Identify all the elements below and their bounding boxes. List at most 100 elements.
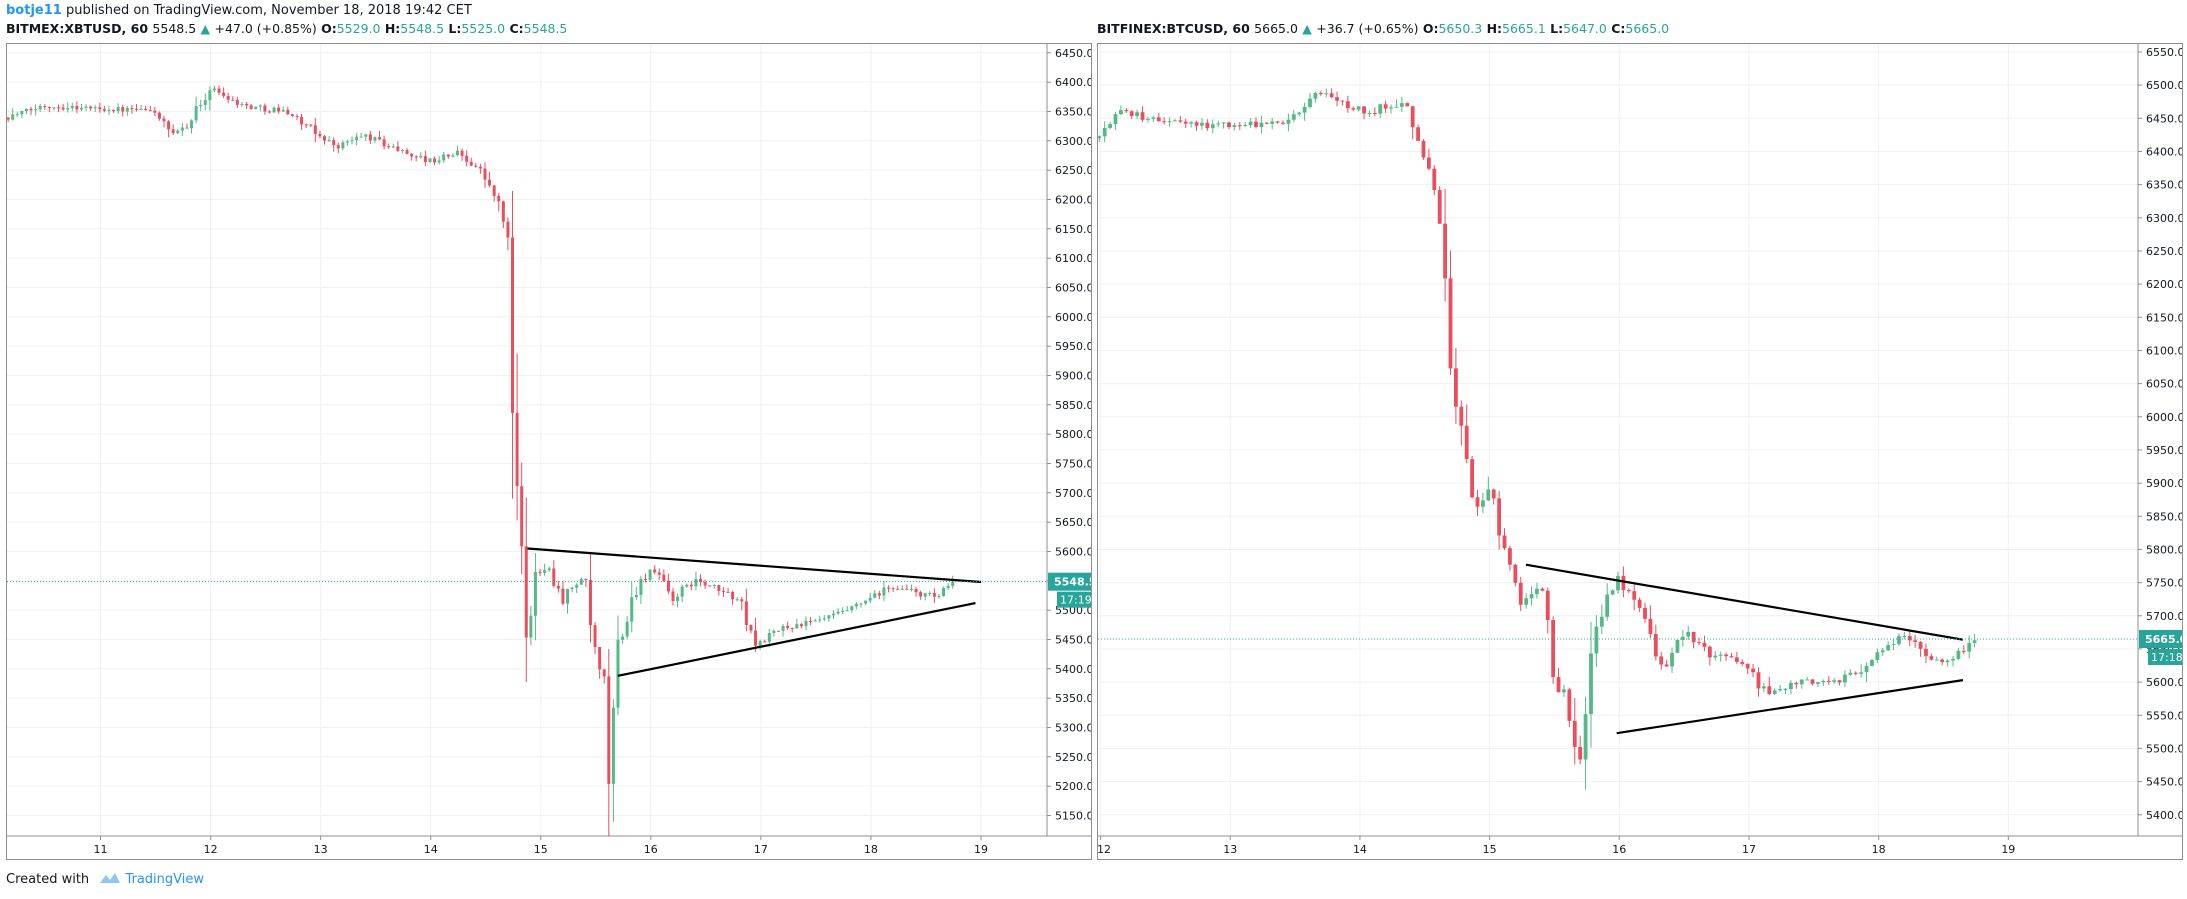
candle-body [1340,100,1345,102]
candle-body [1632,591,1637,600]
candle-body [639,578,643,595]
candle-body [919,592,923,597]
y-tick-label: 6000.0 [2146,411,2182,424]
candle-body [1416,127,1420,141]
author-link[interactable]: botje11 [6,3,62,18]
candle-body [1670,652,1674,667]
candle-body [1135,112,1140,117]
x-tick-label: 15 [1483,843,1497,856]
candle-body [1610,590,1615,595]
candle-body [1724,654,1728,657]
candle-body [1843,674,1847,683]
low-value: 5647.0 [1563,21,1607,36]
tradingview-logo-icon [93,872,125,887]
candle-body [107,109,111,111]
candle-body [653,569,657,573]
y-tick-label: 5900.0 [2146,477,2182,490]
chart-panel-right[interactable]: 5400.05450.05500.05550.05600.05650.05700… [1097,43,2183,860]
symbol-label[interactable]: BITMEX:XBTUSD [6,21,122,36]
trendline[interactable] [527,547,982,584]
y-tick-label: 6050.0 [1055,281,1091,294]
price-axis[interactable]: 5400.05450.05500.05550.05600.05650.05700… [2138,46,2182,822]
y-tick-label: 6200.0 [1055,193,1091,206]
candle-body [1232,125,1237,128]
candle-body [245,103,249,106]
candle-body [1194,122,1199,126]
candle-body [900,588,904,590]
candle-body [373,137,377,141]
candle-body [763,641,767,643]
candle-body [1189,122,1194,124]
candle-body [208,90,212,101]
x-tick-label: 14 [424,843,438,856]
chart-panel-left[interactable]: 5150.0 5200.0 5250.0 5300.0 5350.0 5400.0 5450… [6,43,1092,860]
y-tick-label: 5950.0 [1055,340,1091,353]
candle-body [1707,646,1712,658]
last-price-label: 5665.0 [2145,633,2182,646]
candle-body [1173,120,1177,122]
candle-body [1545,590,1550,621]
candle-body [1470,459,1475,498]
candle-body [478,166,482,169]
candle-body [235,100,239,105]
trendline[interactable] [617,602,976,677]
candle-body [1556,677,1561,693]
candle-body [318,133,322,137]
symbol-label[interactable]: BITFINEX:BTCUSD [1097,21,1224,36]
y-tick-label: 6150.0 [2146,311,2182,324]
candle-body [1254,121,1258,127]
candle-body [1594,626,1599,654]
candle-body [671,591,675,601]
candle-body [1805,679,1810,681]
candle-body [382,139,386,147]
chart-svg-right[interactable]: 5400.05450.05500.05550.05600.05650.05700… [1098,44,2182,859]
candle-body [102,109,106,111]
candle-body [1497,498,1502,536]
candle-body [157,112,161,119]
candle-body [699,578,703,583]
time-axis[interactable]: 11 12 13 14 15 16 17 18 19 [94,836,988,856]
candle-body [387,146,391,148]
candle-body [818,619,822,621]
candle-body [1951,658,1955,661]
candle-body [891,588,895,590]
countdown-tag [2148,648,2182,665]
publish-header: botje11 published on TradingView.com, No… [6,3,472,19]
candle-body [1329,93,1334,98]
candle-body [1335,97,1339,101]
candle-body [799,624,803,627]
candle-body [1934,659,1939,661]
grid [7,44,1047,836]
candle-body [1291,114,1296,120]
candle-body [731,591,735,600]
candle-body [1902,636,1907,638]
time-axis[interactable]: 12 13 14 15 16 17 18 19 [1098,836,2015,856]
candle-body [1162,121,1167,123]
y-tick-label: 6350.0 [1055,105,1091,118]
candle-body [754,630,758,646]
candle-body [1508,548,1512,565]
y-tick-label: 6400.0 [1055,76,1091,89]
trendline[interactable] [1525,563,1964,641]
x-tick-label: 13 [1223,843,1237,856]
y-tick-label: 5850.0 [2146,510,2182,523]
candle-body [561,588,565,604]
tradingview-link[interactable]: TradingView [125,872,204,887]
y-tick-label: 6450.0 [1055,47,1091,60]
candle-body [116,107,120,112]
candle-body [465,155,469,162]
candle-body [923,593,927,597]
trendline[interactable] [1616,679,1964,735]
candle-body [767,633,771,642]
candle-body [139,108,143,110]
candle-body [1664,664,1669,667]
candle-body [1734,657,1739,662]
price-axis[interactable]: 5150.0 5200.0 5250.0 5300.0 5350.0 5400.0 5450… [1047,47,1091,823]
legend-right: BITFINEX:BTCUSD, 60 5665.0 ▲ +36.7 (+0.6… [1097,21,1670,36]
candle-body [1151,117,1156,119]
candle-body [1454,368,1458,407]
y-tick-label: 6450.0 [2146,112,2182,125]
y-tick-label: 6250.0 [2146,245,2182,258]
candle-body [1535,588,1539,595]
chart-svg-left[interactable]: 5150.0 5200.0 5250.0 5300.0 5350.0 5400.0 5450… [7,44,1091,859]
